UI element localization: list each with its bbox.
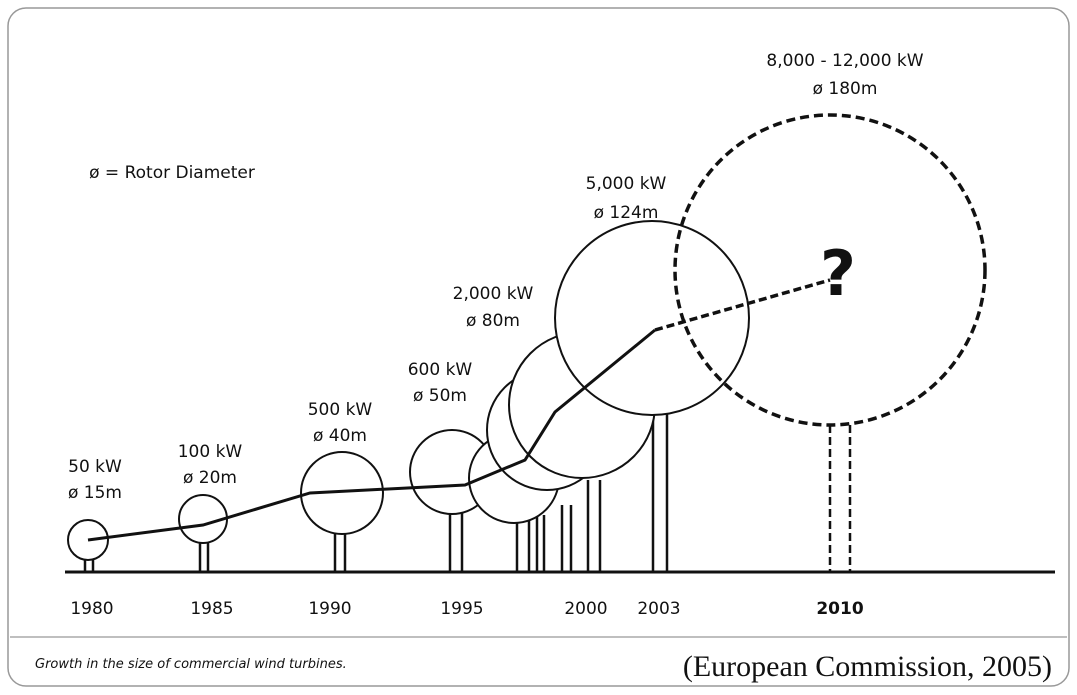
towers (83, 410, 852, 572)
power-label: 8,000 - 12,000 kW (766, 51, 923, 71)
projected-line (654, 278, 831, 332)
diameter-label: ø 80m (466, 311, 520, 331)
power-label: 100 kW (178, 442, 243, 462)
year: 2003 (637, 599, 680, 619)
power-label: 600 kW (408, 360, 473, 380)
frame (7, 7, 1070, 687)
year: 1995 (440, 599, 483, 619)
power-label: 500 kW (308, 400, 373, 420)
question-mark: ? (820, 237, 856, 310)
power-label: 50 kW (68, 457, 122, 477)
diameter-label: ø 15m (68, 483, 122, 503)
year: 1980 (70, 599, 113, 619)
source: (European Commission, 2005) (683, 650, 1052, 683)
diameter-label: ø 20m (183, 468, 237, 488)
diameter-label: ø 124m (594, 203, 659, 223)
diameter-label: ø 50m (413, 386, 467, 406)
diameter-label: ø 40m (313, 426, 367, 446)
year: 1985 (190, 599, 233, 619)
rotors (67, 113, 987, 561)
year: 2010 (816, 599, 863, 619)
power-label: 5,000 kW (586, 174, 667, 194)
power-label: 2,000 kW (453, 284, 534, 304)
growth-line (87, 328, 656, 542)
year: 1990 (308, 599, 351, 619)
caption: Growth in the size of commercial wind tu… (35, 657, 347, 672)
legend: ø = Rotor Diameter (89, 163, 255, 183)
diameter-label: ø 180m (813, 79, 878, 99)
year: 2000 (564, 599, 607, 619)
